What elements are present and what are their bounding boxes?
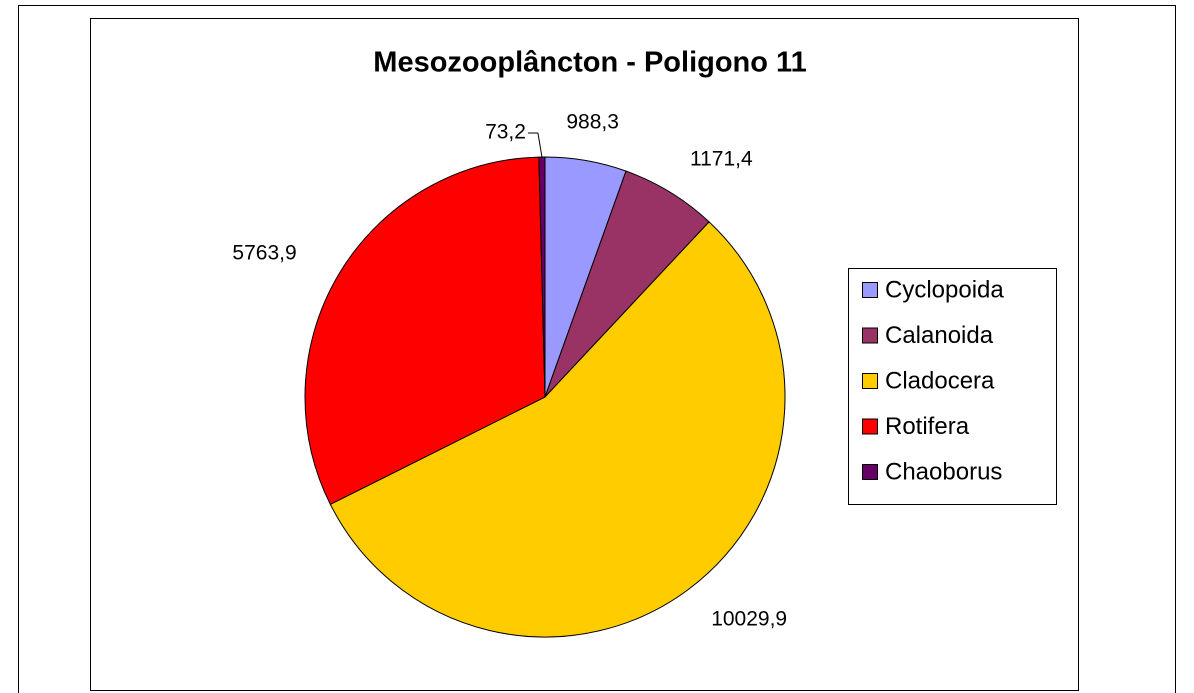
data-label: 73,2 [485,121,526,144]
legend-swatch [862,373,878,389]
legend-swatch [862,282,878,298]
pie-slice [329,221,786,638]
legend-swatch [862,464,878,480]
legend-label: Rotifera [885,413,970,440]
legend-label: Chaoborus [885,458,1002,485]
legend [848,268,1057,505]
pie-slice [304,156,546,506]
data-label: 988,3 [566,111,619,134]
data-label: 10029,9 [711,607,787,630]
legend-label: Cyclopoida [885,276,1004,303]
outer-frame [18,5,1176,693]
data-label: 1171,4 [690,147,753,170]
data-label: 5763,9 [232,241,296,264]
legend-label: Calanoida [885,322,994,349]
legend-label: Cladocera [885,367,995,394]
leader-line [537,132,543,158]
chart-title: Mesozooplâncton - Poligono 11 [373,47,806,79]
legend-swatch [862,418,878,435]
legend-swatch [862,327,878,344]
